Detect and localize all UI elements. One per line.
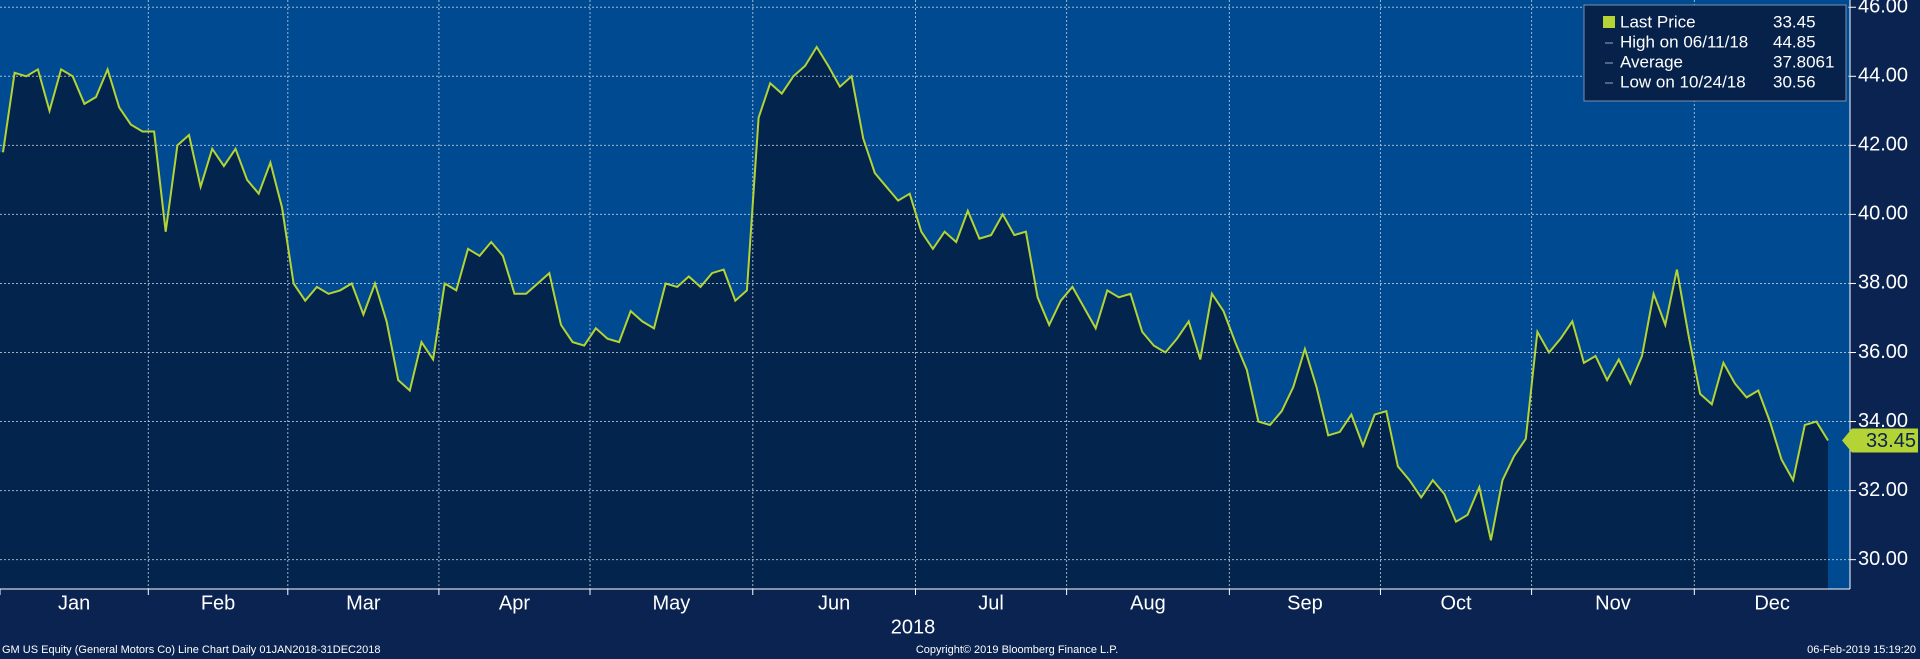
y-tick-label: 42.00 xyxy=(1858,134,1908,156)
stat-value: 37.8061 xyxy=(1773,52,1834,71)
legend-swatch xyxy=(1603,16,1615,28)
x-tick-label: Apr xyxy=(499,592,530,614)
legend-box xyxy=(1583,4,1847,102)
stat-label: High on 06/11/18 xyxy=(1620,32,1748,51)
y-tick-label: 36.00 xyxy=(1858,341,1908,363)
legend-label: Last Price xyxy=(1620,12,1696,31)
x-tick-label: Dec xyxy=(1754,592,1790,614)
x-tick-label: Feb xyxy=(201,592,235,614)
y-tick-label: 38.00 xyxy=(1858,272,1908,294)
x-tick-label: Jul xyxy=(978,592,1004,614)
x-tick-label: Mar xyxy=(346,592,381,614)
area xyxy=(0,47,1828,589)
x-axis-label: 2018 xyxy=(891,616,936,638)
legend: Last Price 33.45 High on 06/11/18 44.85 Aver… xyxy=(1583,4,1847,102)
plot xyxy=(0,0,1850,589)
stat-value: 44.85 xyxy=(1773,32,1816,51)
stat-value: 30.56 xyxy=(1773,72,1816,91)
footer-left: GM US Equity (General Motors Co) Line Ch… xyxy=(2,644,380,656)
stat-label: Low on 10/24/18 xyxy=(1620,72,1746,91)
y-tick-label: 44.00 xyxy=(1858,65,1908,87)
y-tick-label: 30.00 xyxy=(1858,548,1908,570)
x-tick-label: Oct xyxy=(1440,592,1472,614)
footer-center: Copyright© 2019 Bloomberg Finance L.P. xyxy=(916,644,1118,656)
x-tick-label: Jan xyxy=(58,592,90,614)
price-line xyxy=(2,45,1829,541)
x-tick-label: May xyxy=(652,592,690,614)
y-tick-label: 46.00 xyxy=(1858,0,1908,18)
y-tick-label: 34.00 xyxy=(1858,410,1908,432)
x-tick-label: Jun xyxy=(818,592,850,614)
y-tick-label: 32.00 xyxy=(1858,479,1908,501)
x-tick-label: Sep xyxy=(1287,592,1323,614)
footer-right: 06-Feb-2019 15:19:20 xyxy=(1807,644,1916,656)
legend-value: 33.45 xyxy=(1773,12,1816,31)
last-price-label: 33.45 xyxy=(1866,430,1916,452)
y-tick-label: 40.00 xyxy=(1858,203,1908,225)
stat-label: Average xyxy=(1620,52,1683,71)
last-price-tag xyxy=(1842,428,1918,453)
x-tick-label: Aug xyxy=(1130,592,1166,614)
x-tick-label: Nov xyxy=(1595,592,1631,614)
